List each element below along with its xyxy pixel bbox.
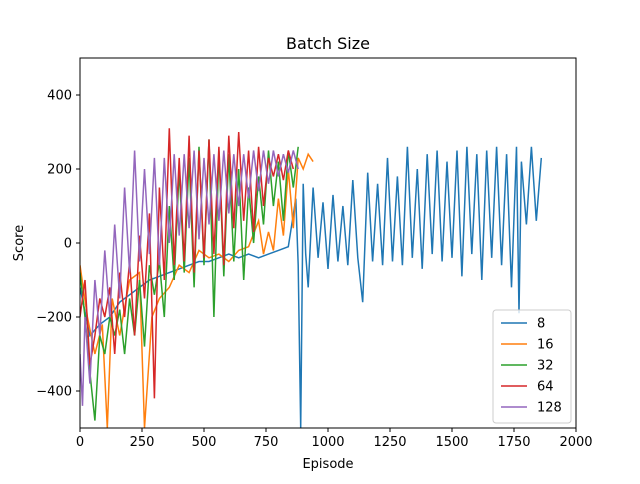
legend-label-128: 128 [537, 401, 562, 416]
y-tick-label: 0 [64, 237, 72, 252]
series-line-16 [80, 152, 314, 428]
legend-label-32: 32 [537, 359, 554, 374]
x-tick-label: 2000 [559, 435, 592, 450]
series-line-128 [80, 150, 299, 406]
x-tick-label: 750 [254, 435, 279, 450]
x-tick-label: 0 [76, 435, 84, 450]
x-tick-label: 1500 [435, 435, 468, 450]
chart-title: Batch Size [286, 34, 370, 53]
y-axis: −400 −200 0 200 400 [36, 89, 80, 400]
x-tick-label: 1750 [497, 435, 530, 450]
x-tick-label: 1250 [373, 435, 406, 450]
y-axis-label: Score [12, 225, 27, 261]
x-tick-label: 500 [192, 435, 217, 450]
y-tick-label: 400 [47, 89, 72, 104]
legend-label-8: 8 [537, 317, 545, 332]
y-tick-label: −200 [36, 311, 72, 326]
legend-label-16: 16 [537, 338, 554, 353]
legend: 8 16 32 64 128 [492, 309, 572, 424]
x-axis-label: Episode [302, 457, 353, 472]
series-line-8 [80, 146, 543, 428]
legend-box [492, 309, 572, 424]
x-axis: 0 250 500 750 1000 1250 1500 1750 2000 [76, 428, 593, 450]
x-tick-label: 250 [130, 435, 155, 450]
legend-label-64: 64 [537, 380, 554, 395]
x-tick-label: 1000 [311, 435, 344, 450]
plot-lines [80, 128, 543, 428]
y-tick-label: 200 [47, 163, 72, 178]
y-tick-label: −400 [36, 385, 72, 400]
